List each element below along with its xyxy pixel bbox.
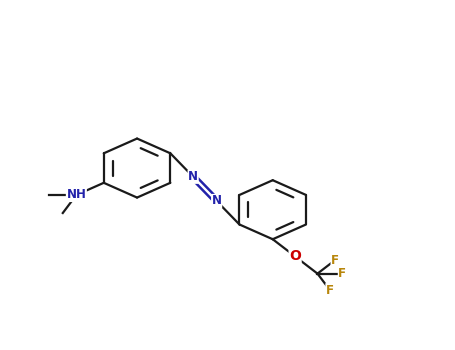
Text: N: N [212,195,222,208]
Text: F: F [331,254,339,267]
Text: F: F [326,284,334,297]
Text: O: O [289,250,301,264]
Text: F: F [339,267,346,280]
Text: N: N [188,170,198,183]
Text: NH: NH [66,188,86,202]
